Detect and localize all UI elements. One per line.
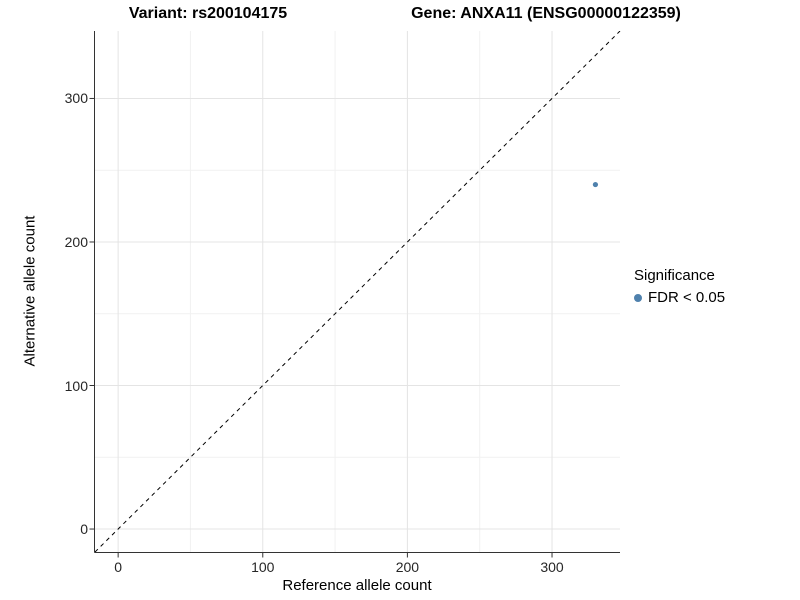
y-tick-label: 200 bbox=[64, 233, 88, 250]
data-point bbox=[592, 181, 599, 188]
x-tick-label: 200 bbox=[395, 559, 420, 575]
legend-entry-label: FDR < 0.05 bbox=[648, 289, 726, 306]
y-tick-label: 300 bbox=[64, 90, 88, 107]
plot-title-gene: Gene: ANXA11 (ENSG00000122359) bbox=[411, 5, 681, 22]
plot-panel bbox=[89, 31, 621, 558]
x-tick-label: 300 bbox=[540, 559, 564, 575]
x-tick-label: 100 bbox=[251, 559, 275, 575]
legend-entry: FDR < 0.05 bbox=[634, 289, 725, 306]
legend-title: Significance bbox=[634, 267, 715, 284]
legend: Significance FDR < 0.05 bbox=[634, 267, 725, 306]
y-tick-label: 100 bbox=[64, 377, 88, 394]
legend-point-swatch-icon bbox=[634, 293, 642, 302]
identity-reference-line bbox=[94, 31, 621, 553]
plot-title-variant: Variant: rs200104175 bbox=[128, 5, 288, 22]
y-tick-label: 0 bbox=[80, 521, 88, 538]
x-axis-title: Reference allele count bbox=[282, 577, 432, 594]
y-axis-title: Alternative allele count bbox=[21, 215, 39, 367]
x-tick-label: 0 bbox=[114, 559, 123, 575]
